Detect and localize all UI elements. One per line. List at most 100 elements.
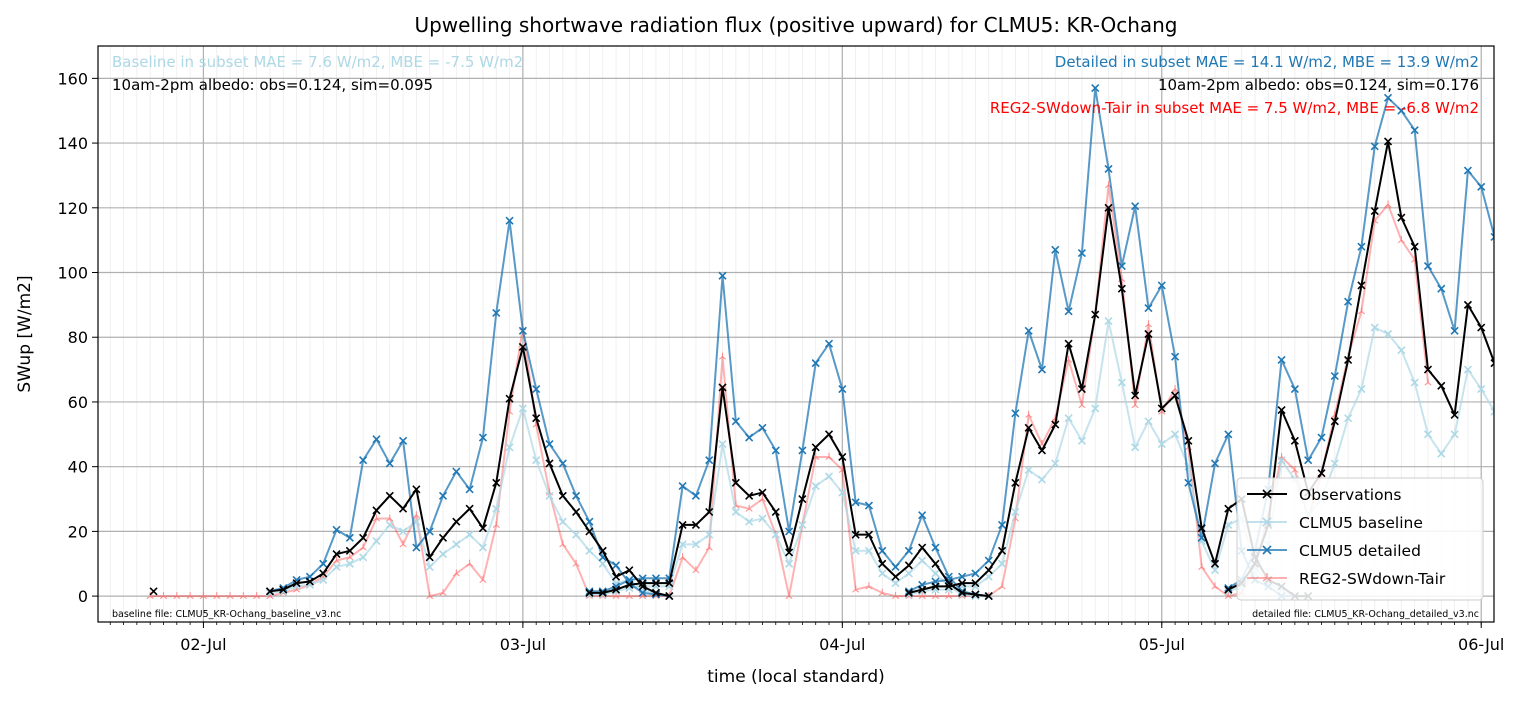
data-point (452, 540, 461, 549)
data-point (518, 326, 527, 335)
data-point (904, 546, 913, 555)
data-point (811, 359, 820, 368)
data-point (1104, 164, 1113, 174)
data-point (1224, 585, 1233, 594)
data-point (838, 488, 847, 497)
data-point (1077, 436, 1086, 445)
data-point (931, 582, 940, 591)
legend-label-baseline: CLMU5 baseline (1299, 514, 1423, 532)
data-point (611, 561, 621, 570)
data-point (864, 501, 874, 510)
data-point (931, 543, 940, 552)
data-point (1051, 245, 1060, 254)
data-point (824, 430, 834, 439)
data-point (1504, 441, 1511, 448)
data-point (1410, 378, 1419, 387)
data-point (798, 446, 807, 455)
data-point (1144, 329, 1153, 339)
x-axis-label: time (local standard) (707, 667, 885, 687)
data-point (892, 592, 900, 600)
data-point (1290, 384, 1299, 394)
data-point (359, 533, 368, 542)
data-point (1051, 420, 1060, 429)
data-point (1357, 384, 1366, 394)
data-point (1317, 433, 1326, 442)
data-point (891, 572, 900, 581)
data-point (705, 507, 714, 517)
data-point (1025, 410, 1033, 418)
data-point (253, 592, 261, 600)
data-point (399, 540, 407, 548)
data-point (825, 452, 833, 460)
data-point (1144, 304, 1153, 313)
data-point (1091, 84, 1100, 93)
data-point (1197, 537, 1206, 546)
data-point (149, 587, 158, 596)
data-point (425, 553, 434, 562)
data-point (518, 404, 527, 413)
data-point (798, 494, 807, 504)
data-point (598, 588, 607, 597)
legend: Observations CLMU5 baseline CLMU5 detail… (1236, 477, 1484, 601)
data-point (718, 352, 727, 360)
data-point (1104, 203, 1113, 212)
plot-frame (97, 45, 1495, 623)
data-point (1224, 592, 1232, 600)
data-point (705, 530, 714, 539)
data-point (585, 588, 594, 597)
data-point (385, 491, 394, 500)
data-point (1210, 459, 1220, 468)
data-point (1117, 284, 1126, 293)
data-point (811, 482, 820, 491)
data-point (585, 517, 594, 526)
grid (98, 46, 1494, 622)
data-point (785, 527, 794, 536)
data-point (1171, 430, 1180, 439)
data-point (465, 485, 474, 494)
y-tick-label: 0 (78, 587, 88, 606)
data-point (518, 342, 527, 352)
data-point (372, 435, 381, 444)
data-point (984, 572, 993, 581)
data-point (611, 572, 621, 581)
chart-title: Upwelling shortwave radiation flux (posi… (414, 13, 1177, 37)
data-point (1277, 355, 1286, 364)
data-point (1171, 391, 1180, 400)
data-point (1397, 236, 1405, 244)
data-point (824, 339, 834, 348)
data-point (625, 566, 634, 575)
data-point (1504, 275, 1511, 282)
data-point (1504, 398, 1511, 405)
data-point (679, 553, 687, 561)
data-point (359, 543, 367, 551)
data-point (745, 433, 754, 442)
data-point (1357, 281, 1366, 290)
data-point (651, 588, 661, 597)
data-point (878, 546, 887, 555)
data-point (1490, 232, 1494, 241)
data-point (213, 592, 221, 600)
data-point (559, 540, 567, 548)
data-point (1198, 562, 1206, 571)
data-point (611, 585, 621, 594)
data-point (1424, 378, 1432, 386)
data-point (798, 520, 807, 529)
data-point (878, 569, 887, 578)
legend-item-baseline: CLMU5 baseline (1247, 514, 1423, 532)
data-point (505, 394, 514, 403)
data-point (838, 384, 847, 394)
data-point (1277, 456, 1286, 465)
data-point (1344, 414, 1353, 423)
baseline-stats-annotation: Baseline in subset MAE = 7.6 W/m2, MBE =… (112, 53, 523, 71)
data-point (1210, 559, 1220, 568)
data-point (1037, 446, 1047, 455)
data-point (305, 577, 314, 586)
data-point (878, 588, 886, 596)
data-point (572, 507, 581, 517)
data-point (705, 543, 713, 551)
data-point (731, 507, 740, 517)
data-point (758, 495, 767, 503)
data-point (1463, 166, 1472, 175)
data-point (279, 585, 288, 594)
data-point (904, 561, 913, 570)
